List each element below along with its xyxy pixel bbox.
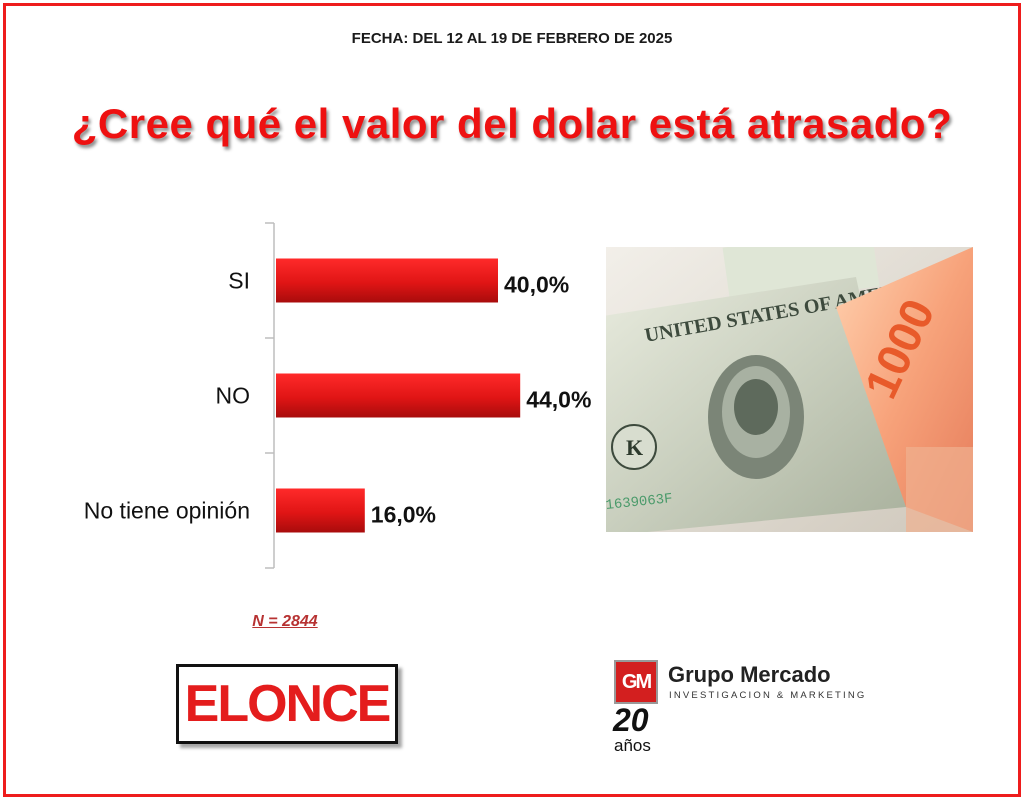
category-label: NO <box>216 383 251 409</box>
bar-no-tiene-opini-n <box>276 488 365 533</box>
value-label: 16,0% <box>371 502 436 528</box>
gm-mark-text: GM <box>621 670 652 693</box>
elonce-logo: ELONCE <box>176 664 398 744</box>
survey-question-title: ¿Cree qué el valor del dolar está atrasa… <box>71 100 953 147</box>
value-label: 44,0% <box>526 387 591 413</box>
bar-chart: SI 40,0% NO 44,0% No tiene opinión 16,0% <box>84 222 591 569</box>
bar-si <box>276 258 498 303</box>
sample-size-label: N = 2844 <box>252 613 318 630</box>
category-label: No tiene opinión <box>84 498 250 524</box>
grupo-mercado-logo: GM Grupo Mercado INVESTIGACION & MARKETI… <box>613 660 874 760</box>
gm-anniversary-number: 20 <box>613 702 649 738</box>
survey-date: FECHA: DEL 12 AL 19 DE FEBRERO DE 2025 <box>351 30 673 47</box>
gm-anniversary-word: años <box>614 736 651 755</box>
gm-tagline: INVESTIGACION & MARKETING <box>669 690 867 701</box>
gm-mark-icon: GM <box>614 660 658 704</box>
gm-company-name: Grupo Mercado <box>668 662 831 687</box>
elonce-logo-text: ELONCE <box>184 675 392 733</box>
svg-text:K: K <box>626 435 643 460</box>
svg-text:1639063F: 1639063F <box>606 491 673 514</box>
banknotes-photo: UNITED STATES OF AMERICA K 1639063F 1000 <box>606 247 973 532</box>
category-label: SI <box>228 268 250 294</box>
bar-no <box>276 373 521 418</box>
value-label: 40,0% <box>504 272 569 298</box>
